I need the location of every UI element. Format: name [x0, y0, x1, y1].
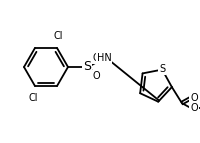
Text: S: S [83, 60, 91, 74]
Text: O: O [92, 71, 100, 81]
Text: Cl: Cl [28, 93, 38, 103]
Text: O: O [190, 93, 198, 103]
Text: Cl: Cl [53, 31, 63, 41]
Text: O: O [190, 103, 198, 113]
Text: S: S [159, 64, 165, 74]
Text: O: O [92, 53, 100, 63]
Text: HN: HN [97, 53, 111, 63]
